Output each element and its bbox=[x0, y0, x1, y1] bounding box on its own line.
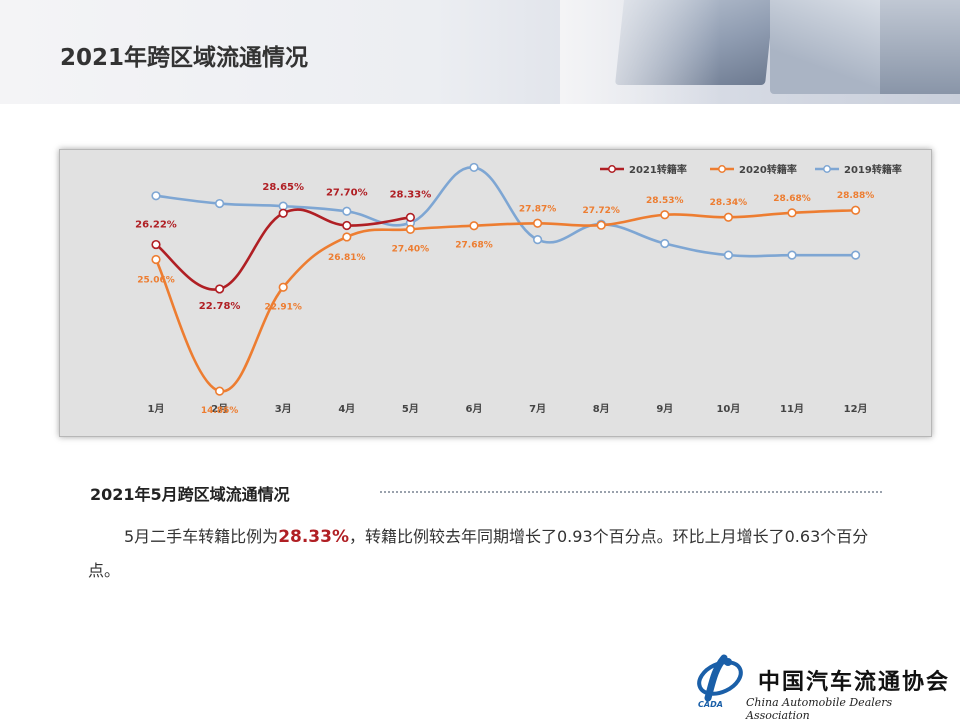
data-label: 22.78% bbox=[199, 301, 241, 312]
data-point bbox=[533, 235, 543, 245]
data-point bbox=[405, 224, 416, 234]
x-tick-label: 5月 bbox=[402, 403, 419, 415]
x-tick-label: 2月 bbox=[211, 403, 228, 415]
data-label: 26.22% bbox=[135, 220, 177, 231]
dotted-divider bbox=[380, 491, 882, 493]
legend-marker bbox=[718, 165, 726, 173]
data-point bbox=[787, 250, 797, 260]
data-point bbox=[787, 208, 797, 218]
data-point bbox=[723, 250, 734, 260]
logo-abbreviation: CADA bbox=[698, 700, 723, 709]
x-tick-label: 6月 bbox=[466, 403, 483, 415]
data-point bbox=[660, 238, 670, 249]
section-heading: 2021年5月跨区域流通情况 bbox=[90, 485, 290, 504]
legend-label: 2021转籍率 bbox=[629, 163, 687, 176]
cada-logo: CADA 中国汽车流通协会 China Automobile Dealers A… bbox=[694, 654, 954, 722]
x-tick-label: 12月 bbox=[844, 403, 868, 415]
x-tick-label: 4月 bbox=[338, 403, 355, 415]
data-point bbox=[596, 220, 606, 230]
series-line bbox=[155, 166, 856, 258]
data-label: 28.88% bbox=[837, 191, 875, 201]
x-tick-label: 7月 bbox=[529, 403, 546, 415]
summary-paragraph: 5月二手车转籍比例为28.33%，转籍比例较去年同期增长了0.93个百分点。环比… bbox=[88, 520, 898, 587]
data-label: 28.65% bbox=[262, 182, 304, 193]
data-point bbox=[533, 218, 543, 228]
summary-text-prefix: 5月二手车转籍比例为 bbox=[124, 527, 279, 546]
data-label: 27.72% bbox=[582, 206, 620, 216]
legend-marker bbox=[608, 165, 616, 173]
data-point bbox=[850, 250, 861, 260]
legend-label: 2020转籍率 bbox=[739, 163, 797, 176]
data-label: 28.34% bbox=[710, 198, 748, 208]
summary-text-suffix: ，转籍比例较去年同期增长了0.93个百分点。环比上月增长了0.63个百分点。 bbox=[88, 527, 869, 580]
data-point bbox=[278, 282, 288, 292]
line-chart: 1月 2月 3月 4月 5月 6月 7月 8月 9月 10月 11月 12月 26.22% 22.78% 2… bbox=[135, 162, 902, 416]
data-point bbox=[278, 208, 288, 218]
data-point bbox=[342, 232, 352, 242]
x-tick-label: 9月 bbox=[656, 403, 673, 415]
data-point bbox=[469, 221, 479, 231]
data-point bbox=[342, 220, 352, 231]
x-tick-label: 11月 bbox=[780, 403, 804, 415]
logo-chinese-name: 中国汽车流通协会 bbox=[758, 669, 951, 695]
data-label: 27.70% bbox=[326, 187, 368, 198]
data-label: 27.68% bbox=[455, 241, 493, 251]
data-point bbox=[342, 206, 352, 216]
data-point bbox=[469, 162, 479, 173]
data-point bbox=[215, 284, 225, 294]
legend-label: 2019转籍率 bbox=[844, 163, 902, 176]
data-label: 27.40% bbox=[392, 244, 430, 254]
data-point bbox=[660, 210, 670, 220]
data-point bbox=[151, 254, 161, 265]
x-tick-label: 8月 bbox=[593, 403, 610, 415]
x-tick-label: 3月 bbox=[275, 403, 292, 415]
data-label: 28.68% bbox=[773, 194, 811, 204]
data-label: 28.33% bbox=[390, 189, 432, 200]
page-title: 2021年跨区域流通情况 bbox=[60, 45, 309, 71]
series-line bbox=[155, 208, 411, 291]
data-point bbox=[405, 212, 416, 222]
data-label: 25.06% bbox=[137, 276, 175, 286]
highlight-value: 28.33% bbox=[278, 527, 349, 547]
data-point bbox=[850, 205, 861, 215]
logo-english-name: China Automobile Dealers Association bbox=[746, 696, 893, 722]
data-point bbox=[151, 191, 161, 201]
data-point bbox=[151, 239, 161, 250]
data-label: 14.86% bbox=[201, 406, 239, 416]
data-label: 22.91% bbox=[264, 302, 302, 312]
x-tick-label: 10月 bbox=[716, 403, 740, 415]
data-point bbox=[723, 212, 734, 222]
chart-panel: 1月 2月 3月 4月 5月 6月 7月 8月 9月 10月 11月 12月 26.22% 22.78% 2… bbox=[59, 149, 932, 437]
data-point bbox=[215, 198, 225, 209]
data-point bbox=[215, 386, 225, 396]
x-tick-label: 1月 bbox=[148, 403, 165, 415]
data-label: 28.53% bbox=[646, 196, 684, 206]
data-label: 27.87% bbox=[519, 204, 557, 214]
legend-marker bbox=[823, 165, 831, 173]
header-banner bbox=[0, 0, 960, 104]
data-label: 26.81% bbox=[328, 253, 366, 263]
cada-logo-mark bbox=[697, 654, 743, 702]
